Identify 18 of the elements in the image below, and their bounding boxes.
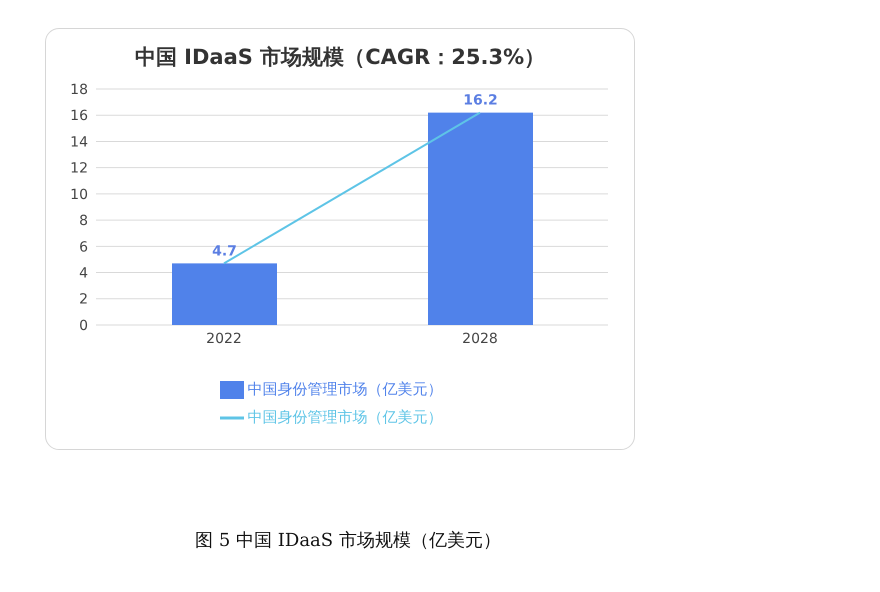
- legend-label: 中国身份管理市场（亿美元）: [248, 380, 442, 398]
- data-label: 4.7: [212, 243, 237, 260]
- chart-title: 中国 IDaaS 市场规模（CAGR：25.3%）: [134, 44, 546, 71]
- caption: 图 5 中国 IDaaS 市场规模（亿美元）: [194, 529, 502, 552]
- x-tick-label: 2028: [462, 330, 498, 347]
- y-tick-label: 10: [70, 186, 88, 203]
- y-tick-label: 12: [70, 160, 88, 177]
- y-tick-label: 8: [79, 213, 88, 230]
- y-tick-label: 18: [70, 82, 88, 98]
- data-label: 16.2: [463, 92, 498, 109]
- y-tick-label: 2: [79, 292, 88, 308]
- y-tick-label: 14: [70, 134, 88, 150]
- y-tick-label: 16: [70, 108, 88, 124]
- y-tick-label: 0: [79, 318, 88, 334]
- x-tick-label: 2022: [206, 330, 242, 347]
- y-tick-label: 4: [79, 266, 88, 282]
- legend-label: 中国身份管理市场（亿美元）: [248, 408, 442, 426]
- y-tick-label: 6: [79, 239, 88, 256]
